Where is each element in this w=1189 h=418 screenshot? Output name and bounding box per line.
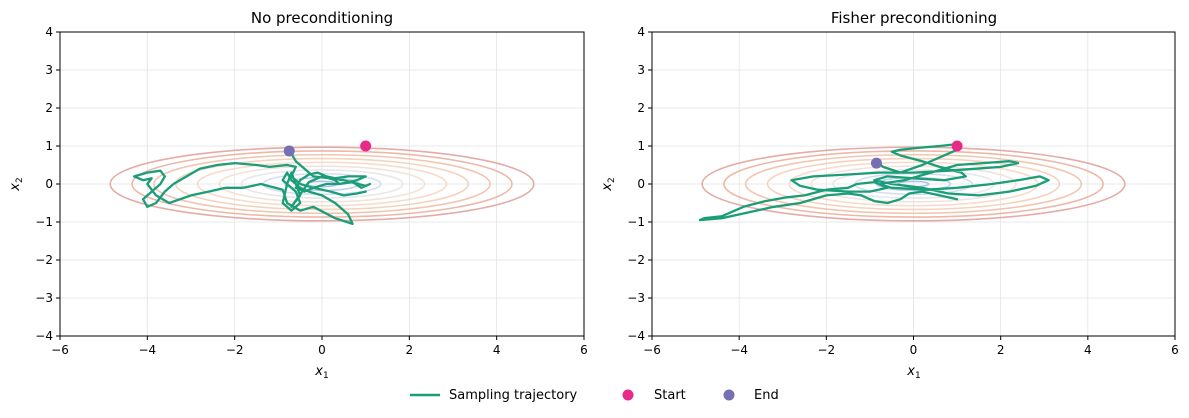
y-tick-label: −2 bbox=[627, 253, 645, 267]
trajectory-line bbox=[133, 152, 372, 226]
contour-line bbox=[744, 153, 1083, 215]
y-tick-label: −3 bbox=[35, 291, 53, 305]
y-axis-label: x2 bbox=[8, 177, 25, 191]
contour-line bbox=[153, 153, 491, 215]
y-tick-label: −1 bbox=[35, 215, 53, 229]
x-tick-label: 6 bbox=[580, 343, 588, 357]
y-tick-label: 1 bbox=[45, 139, 53, 153]
contour-line bbox=[810, 165, 1017, 203]
y-tick-label: 2 bbox=[45, 101, 53, 115]
y-tick-label: −4 bbox=[627, 329, 645, 343]
x-tick-label: 2 bbox=[997, 343, 1005, 357]
start-marker bbox=[360, 140, 372, 152]
end-marker bbox=[283, 145, 295, 157]
chart-title: Fisher preconditioning bbox=[831, 9, 997, 27]
contour-line bbox=[109, 146, 535, 222]
contour-line bbox=[723, 150, 1104, 218]
y-tick-label: −2 bbox=[35, 253, 53, 267]
x-tick-label: 4 bbox=[1084, 343, 1092, 357]
y-tick-label: 4 bbox=[637, 25, 645, 39]
contour-line bbox=[701, 146, 1126, 222]
x-tick-label: 0 bbox=[910, 343, 918, 357]
chart-panel-fisher-preconditioning: Fisher preconditioning −6 −4 −2 0 2 4 6−4−3−2−… bbox=[600, 9, 1179, 381]
y-tick-label: 2 bbox=[637, 101, 645, 115]
trajectory-line bbox=[698, 142, 1050, 222]
contour-line bbox=[131, 150, 513, 218]
y-tick-label: 3 bbox=[45, 63, 53, 77]
chart-panel-no-preconditioning: No preconditioning −6 −4 −2 0 2 4 6−4−3−2−1012… bbox=[8, 9, 588, 381]
x-tick-label: 4 bbox=[493, 343, 501, 357]
contour-line bbox=[218, 165, 426, 203]
x-tick-label: 2 bbox=[406, 343, 414, 357]
start-marker bbox=[951, 140, 963, 152]
legend-label-trajectory: Sampling trajectory bbox=[449, 388, 578, 403]
y-tick-label: 1 bbox=[637, 139, 645, 153]
legend-label-start: Start bbox=[654, 388, 686, 403]
legend-start-marker bbox=[622, 389, 634, 401]
y-axis-label: x2 bbox=[600, 177, 617, 191]
x-tick-label: 6 bbox=[1171, 343, 1179, 357]
y-tick-label: 3 bbox=[637, 63, 645, 77]
x-tick-label: −4 bbox=[730, 343, 748, 357]
y-tick-label: −3 bbox=[627, 291, 645, 305]
legend-label-end: End bbox=[754, 388, 779, 403]
y-tick-label: 0 bbox=[637, 177, 645, 191]
y-tick-label: 0 bbox=[45, 177, 53, 191]
legend-end-marker bbox=[723, 389, 735, 401]
x-tick-label: −6 bbox=[643, 343, 661, 357]
x-axis-label: x1 bbox=[314, 364, 328, 381]
contour-line bbox=[240, 169, 404, 199]
end-marker bbox=[870, 157, 882, 169]
x-tick-label: 0 bbox=[318, 343, 326, 357]
contour-line bbox=[196, 161, 448, 207]
x-tick-label: −2 bbox=[226, 343, 244, 357]
legend: Sampling trajectory Start End bbox=[410, 388, 779, 403]
x-axis-label: x1 bbox=[906, 364, 920, 381]
x-tick-label: −2 bbox=[817, 343, 835, 357]
y-tick-label: −4 bbox=[35, 329, 53, 343]
chart-title: No preconditioning bbox=[251, 9, 393, 27]
y-tick-label: 4 bbox=[45, 25, 53, 39]
y-tick-label: −1 bbox=[627, 215, 645, 229]
x-tick-label: −4 bbox=[138, 343, 156, 357]
x-tick-label: −6 bbox=[51, 343, 69, 357]
